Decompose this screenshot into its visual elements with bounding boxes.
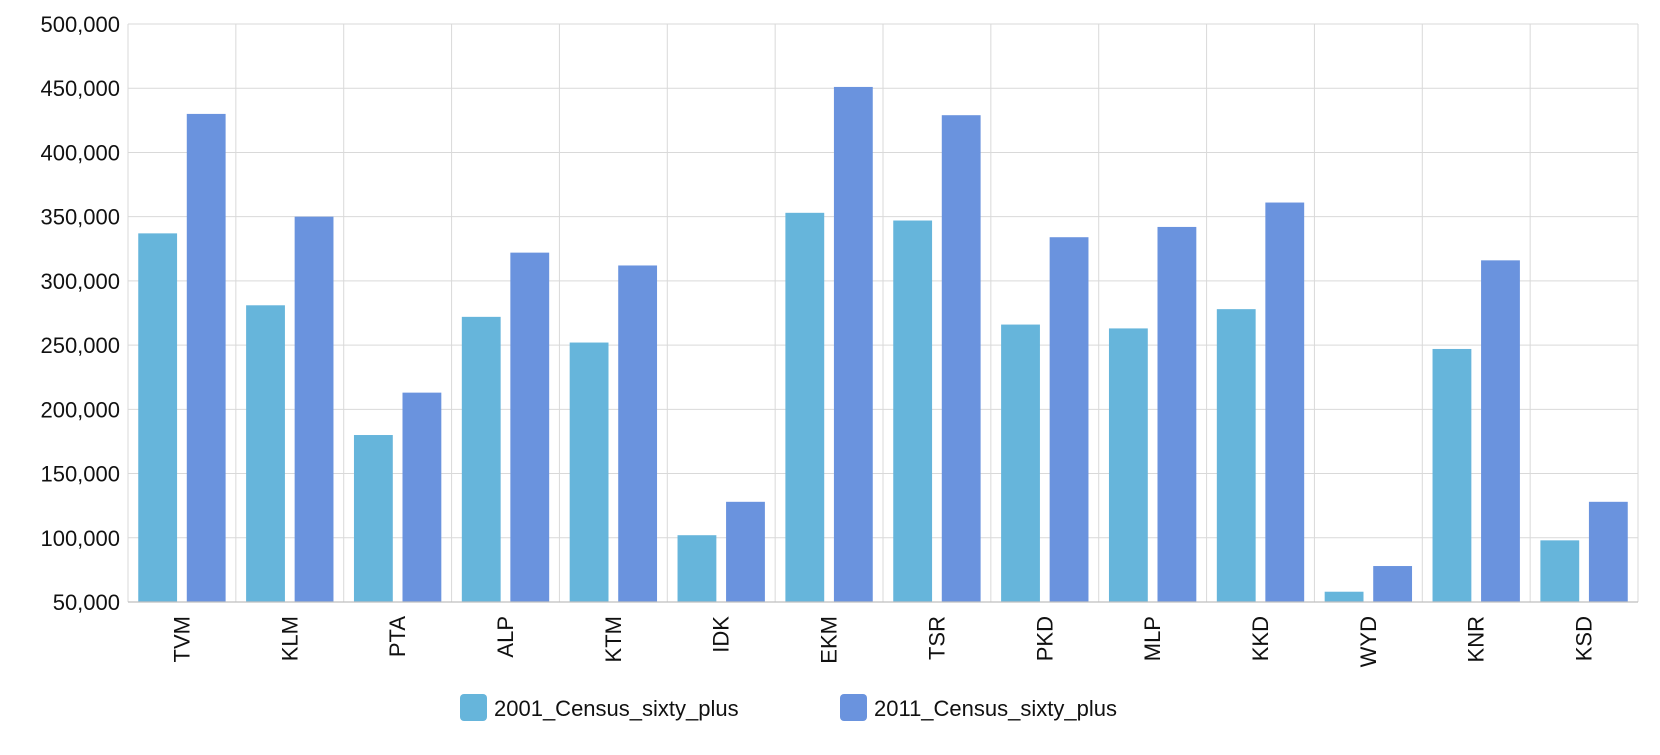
bar-series1-ekm[interactable] [785, 212, 825, 602]
legend-label: 2001_Census_sixty_plus [494, 696, 739, 721]
bar-series2-wyd[interactable] [1373, 566, 1413, 602]
bar-series2-idk[interactable] [726, 501, 765, 602]
y-tick-label: 450,000 [40, 76, 120, 101]
bar-series1-alp[interactable] [461, 316, 501, 602]
bar-series2-kkd[interactable] [1265, 202, 1305, 602]
x-tick-label: WYD [1356, 616, 1381, 667]
legend-label: 2011_Census_sixty_plus [874, 696, 1117, 721]
legend-swatch [840, 694, 867, 721]
y-tick-label: 500,000 [40, 12, 120, 37]
y-tick-label: 150,000 [40, 462, 120, 487]
bar-series1-pta[interactable] [353, 435, 393, 602]
bar-series2-mlp[interactable] [1157, 226, 1197, 603]
bar-series1-idk[interactable] [677, 535, 717, 602]
bar-series1-pkd[interactable] [1001, 324, 1040, 602]
bar-series1-ksd[interactable] [1540, 540, 1580, 602]
x-tick-label: ALP [493, 616, 518, 658]
y-tick-label: 400,000 [40, 140, 120, 165]
x-tick-label: PTA [385, 616, 410, 657]
bar-series1-tvm[interactable] [138, 233, 178, 602]
y-tick-label: 200,000 [40, 397, 120, 422]
x-tick-label: KSD [1572, 616, 1597, 661]
x-axis-tick-labels: TVM KLM PTA ALP KTM IDK EKM TSR PKD MLP KKD WYD KNR K… [169, 616, 1596, 668]
x-tick-label: KTM [601, 616, 626, 662]
bar-series1-kkd[interactable] [1216, 309, 1256, 602]
bar-series1-knr[interactable] [1432, 348, 1472, 602]
x-tick-label: KNR [1464, 616, 1489, 662]
legend: 2001_Census_sixty_plus 2011_Census_sixty_… [460, 694, 1117, 721]
bars [138, 86, 1628, 603]
legend-swatch [460, 694, 487, 721]
x-tick-label: KKD [1248, 616, 1273, 661]
bar-series1-tsr[interactable] [893, 220, 933, 602]
bar-series2-ksd[interactable] [1588, 501, 1628, 602]
x-tick-label: TSR [924, 616, 949, 660]
y-axis-tick-labels: 50,000 100,000 150,000 200,000 250,000 300,00… [40, 12, 120, 615]
y-tick-label: 250,000 [40, 333, 120, 358]
y-tick-label: 50,000 [53, 590, 120, 615]
legend-item[interactable]: 2001_Census_sixty_plus [460, 694, 739, 721]
bar-series1-klm[interactable] [246, 305, 285, 602]
legend-item[interactable]: 2011_Census_sixty_plus [840, 694, 1117, 721]
grid [127, 23, 1639, 603]
bar-series2-ekm[interactable] [833, 86, 873, 603]
x-tick-label: PKD [1032, 616, 1057, 661]
bar-series1-wyd[interactable] [1324, 591, 1364, 602]
x-tick-label: TVM [169, 616, 194, 662]
y-tick-label: 350,000 [40, 205, 120, 230]
bar-series2-alp[interactable] [510, 252, 550, 602]
bar-series2-knr[interactable] [1481, 260, 1520, 602]
bar-series2-tsr[interactable] [941, 115, 981, 602]
bar-series2-pta[interactable] [402, 392, 442, 602]
x-tick-label: MLP [1140, 616, 1165, 661]
x-tick-label: EKM [817, 616, 842, 664]
bar-series2-ktm[interactable] [618, 265, 658, 602]
bar-series1-ktm[interactable] [569, 342, 609, 602]
bar-series1-mlp[interactable] [1108, 328, 1148, 602]
x-tick-label: KLM [277, 616, 302, 661]
bar-series2-tvm[interactable] [186, 113, 226, 603]
x-tick-label: IDK [709, 616, 734, 653]
y-tick-label: 300,000 [40, 269, 120, 294]
y-tick-label: 100,000 [40, 526, 120, 551]
bar-series2-klm[interactable] [294, 216, 334, 602]
bar-series2-pkd[interactable] [1049, 237, 1089, 602]
